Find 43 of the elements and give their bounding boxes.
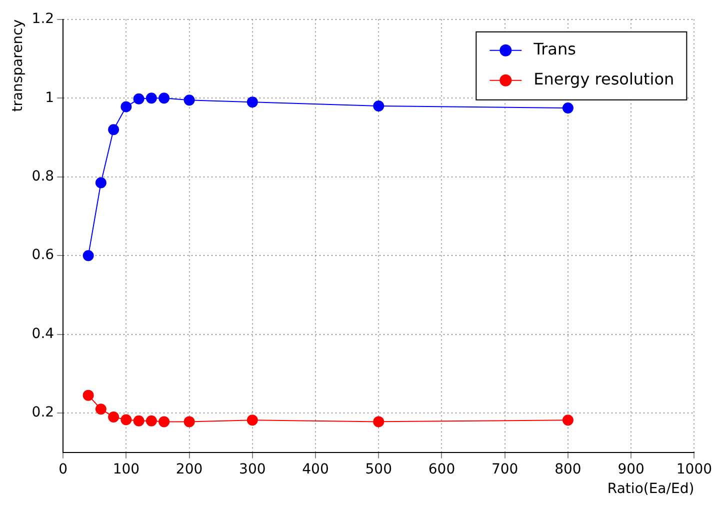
- point: [158, 92, 170, 104]
- x-tick-label: 200: [176, 461, 203, 478]
- point: [184, 94, 195, 106]
- legend-label: Energy resolution: [534, 70, 674, 89]
- x-tick-label: 800: [554, 461, 582, 478]
- point: [184, 416, 195, 428]
- point: [146, 92, 157, 104]
- y-tick-label: 0.4: [32, 326, 54, 342]
- y-tick-label: 1: [45, 90, 54, 106]
- legend-label: Trans: [532, 40, 576, 59]
- x-tick-label: 400: [302, 461, 329, 478]
- point: [562, 102, 574, 114]
- x-tick-label: 600: [428, 461, 456, 478]
- x-tick-label: 900: [618, 461, 644, 478]
- x-tick-label: 100: [112, 461, 140, 478]
- point: [133, 93, 144, 104]
- x-tick-label: 500: [365, 461, 392, 478]
- x-tick-label: 300: [239, 461, 266, 478]
- point: [133, 415, 144, 426]
- point: [108, 124, 120, 136]
- point: [82, 390, 94, 401]
- point: [158, 416, 170, 428]
- y-axis-title: transparency: [10, 19, 26, 112]
- point: [120, 414, 132, 426]
- point: [146, 415, 157, 426]
- x-axis-title: Ratio(Ea/Ed): [607, 481, 694, 498]
- x-tick-label: 0: [58, 461, 68, 478]
- point: [108, 411, 120, 422]
- point: [82, 250, 94, 262]
- point: [246, 414, 258, 426]
- point: [95, 404, 106, 415]
- point: [562, 414, 574, 426]
- y-tick-label: 0.6: [32, 247, 54, 264]
- y-tick-label: 0.2: [32, 404, 54, 421]
- point: [373, 416, 384, 428]
- y-tick-label: 1.2: [32, 11, 54, 28]
- x-tick-label: 700: [491, 461, 518, 478]
- x-tick-label: 1000: [676, 461, 712, 478]
- point: [373, 100, 384, 112]
- point: [95, 177, 106, 188]
- point: [120, 101, 132, 112]
- y-tick-label: 0.8: [32, 168, 54, 184]
- point: [246, 96, 258, 108]
